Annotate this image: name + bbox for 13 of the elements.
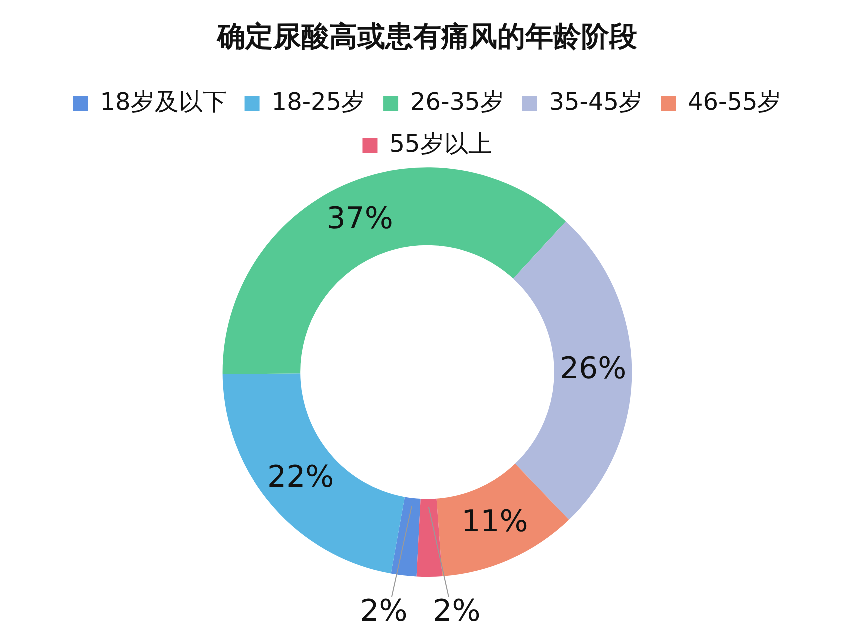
legend-label: 35-45岁 (549, 88, 644, 116)
data-label: 26% (560, 351, 627, 386)
data-label: 22% (268, 460, 334, 496)
legend-label: 18岁及以下 (100, 88, 227, 116)
legend-label: 55岁以上 (390, 130, 492, 158)
legend-label: 18-25岁 (272, 88, 366, 116)
data-label: 37% (326, 202, 394, 237)
chart-title: 确定尿酸高或患有痛风的年龄阶段 (216, 20, 638, 54)
data-label: 2% (360, 594, 408, 629)
legend-label: 46-55岁 (688, 88, 782, 116)
data-label: 11% (462, 504, 528, 540)
data-label: 2% (433, 594, 481, 629)
legend-label: 26-35岁 (410, 88, 504, 116)
